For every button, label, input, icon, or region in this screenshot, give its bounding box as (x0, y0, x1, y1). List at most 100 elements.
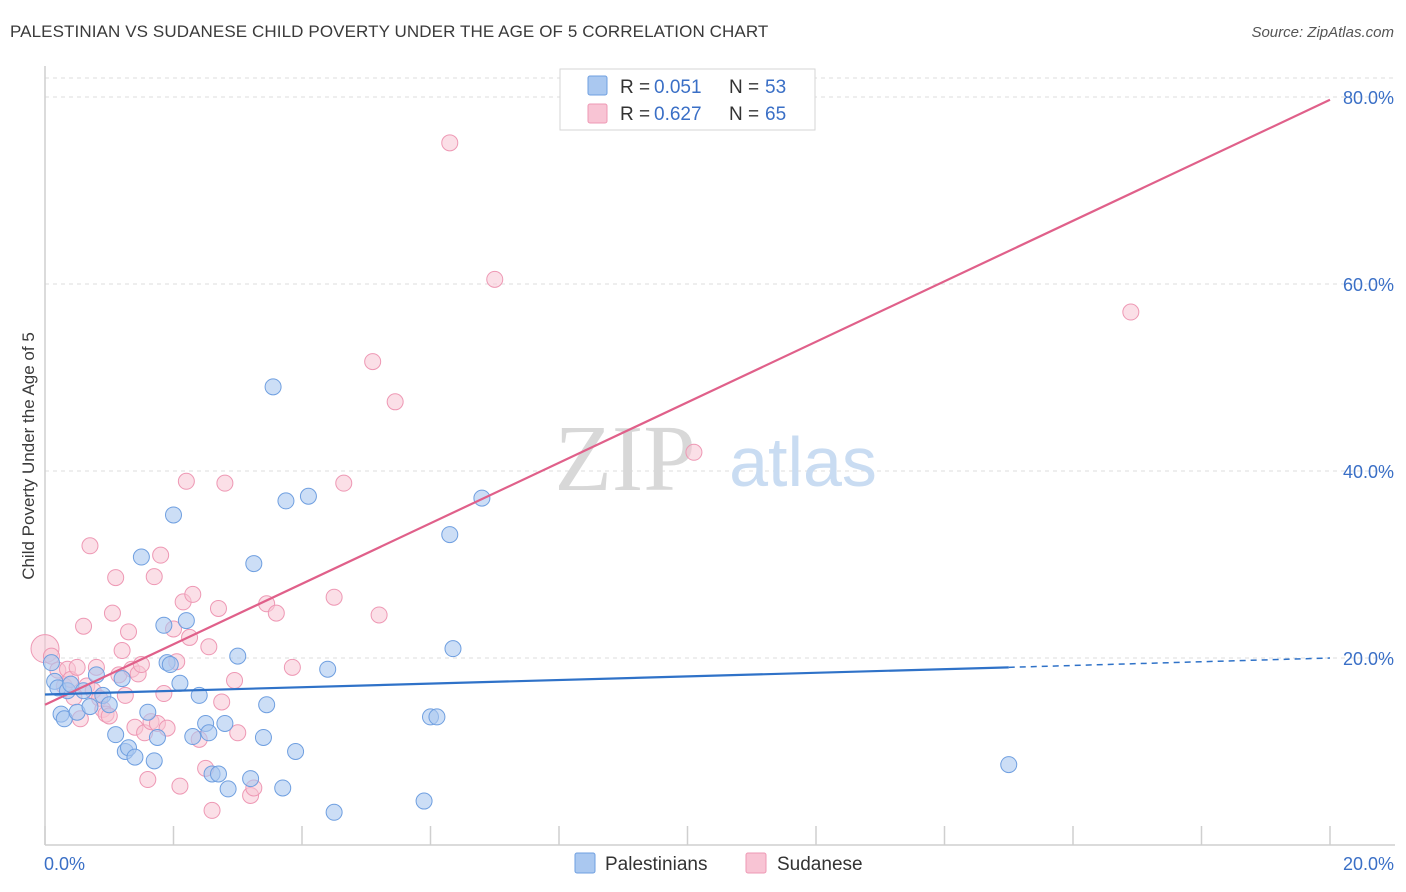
watermark-atlas: atlas (729, 423, 877, 501)
palestinian-point (441, 526, 459, 544)
palestinian-point (428, 708, 446, 726)
palestinian-point (81, 698, 99, 716)
palestinian-point (274, 779, 292, 797)
legend-top: R = 0.051 N = 53 R = 0.627 N = 65 (559, 68, 816, 131)
palestinian-point (200, 724, 218, 742)
sudanese-point (335, 474, 353, 492)
palestinian-point (1000, 756, 1018, 774)
legend-bottom-swatch-palestinians (574, 852, 596, 874)
sudanese-point (685, 443, 703, 461)
sudanese-point (107, 569, 125, 587)
legend-bottom-label-palestinians: Palestinians (605, 854, 707, 875)
legend-n-label-2: N = (729, 104, 759, 125)
palestinian-point (245, 555, 263, 573)
chart-title: PALESTINIAN VS SUDANESE CHILD POVERTY UN… (10, 22, 769, 41)
palestinian-point (287, 743, 305, 760)
x-tick-label-min: 0.0% (44, 854, 85, 874)
watermark-zip: ZIP (555, 407, 696, 511)
sudanese-point (120, 623, 138, 641)
sudanese-point (155, 685, 173, 703)
legend-swatch-palestinians (587, 75, 608, 96)
legend-r-value-2: 0.627 (654, 104, 702, 125)
palestinian-point (132, 548, 150, 566)
sudanese-point (145, 568, 163, 586)
palestinian-point (165, 506, 182, 524)
sudanese-point (226, 671, 244, 689)
y-tick-label: 60.0% (1343, 275, 1394, 295)
y-axis-label: Child Poverty Under the Age of 5 (19, 332, 38, 580)
sudanese-point (116, 686, 134, 704)
legend-r-label-2: R = (620, 104, 650, 125)
palestinian-point (177, 612, 195, 630)
palestinian-point (415, 792, 433, 810)
sudanese-trend-line (44, 98, 1331, 706)
palestinian-point (299, 487, 317, 505)
sudanese-point (203, 801, 221, 819)
sudanese-point (441, 134, 459, 152)
sudanese-point (325, 588, 343, 606)
sudanese-point (209, 599, 227, 617)
y-tick-label: 20.0% (1343, 649, 1394, 669)
palestinian-point (258, 696, 276, 714)
sudanese-point (68, 658, 86, 676)
legend-swatch-sudanese (587, 103, 608, 124)
sudanese-point (81, 537, 99, 555)
palestinian-point (139, 703, 157, 721)
palestinian-point (184, 728, 202, 746)
y-tick-label: 40.0% (1343, 462, 1394, 482)
palestinian-point (148, 728, 166, 746)
sudanese-point (184, 585, 202, 603)
sudanese-point (75, 617, 93, 635)
palestinian-point (444, 640, 462, 658)
sudanese-point (486, 270, 504, 288)
sudanese-point (283, 658, 301, 676)
palestinian-point (277, 492, 295, 510)
palestinian-point (319, 660, 337, 678)
chart-source: Source: ZipAtlas.com (1251, 24, 1394, 41)
palestinian-point (107, 726, 125, 744)
legend-n-value-1: 53 (765, 77, 786, 98)
palestinian-point (209, 765, 227, 783)
palestinian-point (161, 656, 179, 674)
palestinian-point (42, 654, 60, 672)
palestinian-point (100, 696, 118, 714)
legend-n-label-1: N = (729, 77, 759, 98)
palestinian-point (126, 748, 144, 766)
legend-r-label-1: R = (620, 77, 650, 98)
palestinian-point (155, 616, 173, 634)
sudanese-point (200, 638, 218, 656)
palestinian-point (145, 752, 163, 770)
palestinian-point (264, 378, 282, 396)
palestinian-point (242, 770, 260, 788)
sudanese-point (103, 604, 121, 622)
sudanese-point (1122, 303, 1140, 321)
palestinian-point (190, 686, 208, 704)
palestinian-point (254, 728, 272, 746)
sudanese-point (177, 472, 195, 490)
axes (44, 66, 1395, 846)
legend-bottom-label-sudanese: Sudanese (777, 854, 863, 875)
palestinian-point (113, 670, 131, 688)
sudanese-point (139, 771, 157, 789)
x-tick-label-max: 20.0% (1343, 854, 1394, 874)
palestinian-point (229, 647, 247, 665)
tick-labels: 20.0% 40.0% 60.0% 80.0% 0.0% 20.0% (44, 88, 1394, 874)
palestinian-point (325, 803, 343, 821)
palestinian-point (216, 714, 234, 732)
sudanese-point (370, 606, 388, 624)
legend-bottom: Palestinians Sudanese (574, 852, 863, 875)
sudanese-point (171, 777, 189, 795)
sudanese-point (386, 393, 404, 411)
legend-bottom-swatch-sudanese (745, 852, 767, 874)
palestinian-point (171, 674, 189, 692)
legend-n-value-2: 65 (765, 104, 786, 125)
y-tick-label: 80.0% (1343, 88, 1394, 108)
palestinian-trend-line (44, 666, 1009, 696)
palestinian-points (42, 378, 1018, 821)
trend-lines (44, 98, 1331, 706)
sudanese-point (113, 642, 131, 660)
sudanese-point (267, 604, 285, 622)
sudanese-point (364, 353, 382, 371)
sudanese-point (229, 724, 247, 742)
